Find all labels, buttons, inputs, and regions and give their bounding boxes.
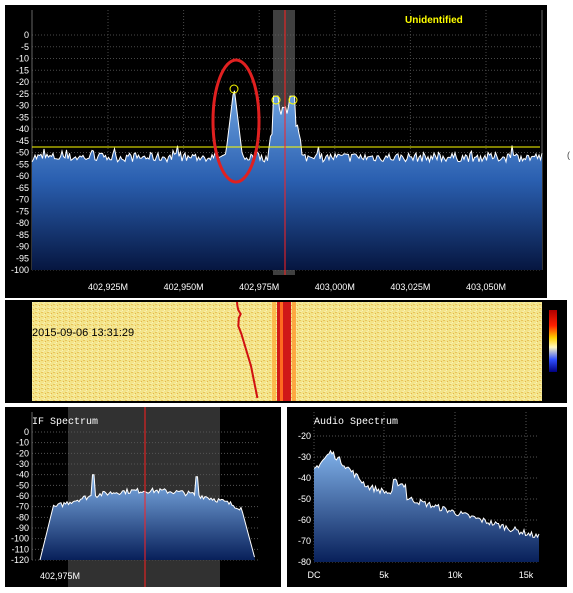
spectrum-fill <box>32 90 542 270</box>
side-glyph: ( <box>567 150 570 160</box>
y-tick-label: -25 <box>16 89 29 99</box>
if-spectrum-fill <box>40 474 255 560</box>
y-tick-label: -60 <box>16 171 29 181</box>
y-tick-label: 0 <box>24 30 29 40</box>
y-tick-label: -30 <box>16 101 29 111</box>
y-tick-label: -100 <box>11 265 29 275</box>
peak-marker-1 <box>229 84 239 94</box>
main-spectrum-plot[interactable]: Unidentified 0 -5 -10-15 -20 -25 -30-35 -40 -45… <box>5 5 547 298</box>
audio-y-tick-label: -40 <box>298 473 311 483</box>
audio-y-tick-label: -60 <box>298 515 311 525</box>
if-y-tick-label: -60 <box>16 491 29 501</box>
audio-spectrum-trace <box>313 449 540 539</box>
audio-y-tick-label: -50 <box>298 494 311 504</box>
waterfall-timestamp: 2015-09-06 13:31:29 <box>32 327 134 339</box>
color-scale-bar <box>549 310 557 372</box>
if-x-tick: 402,975M <box>40 571 80 581</box>
peak-marker-2 <box>271 95 281 105</box>
main-spectrum-panel[interactable]: Unidentified 0 -5 -10 -15 -20 -25 -30 -35 -40 -45… <box>5 5 547 298</box>
if-y-tick-label: -30 <box>16 459 29 469</box>
if-y-tick-label: -110 <box>12 544 29 554</box>
audio-x-tick-label: 5k <box>379 570 389 580</box>
y-tick-label: -50 <box>16 148 29 158</box>
if-y-tick-label: -100 <box>11 534 29 544</box>
audio-spectrum-fill <box>314 450 539 562</box>
if-spectrum-trace <box>39 474 255 561</box>
audio-y-tick-label: -20 <box>298 431 311 441</box>
if-y-tick-label: -120 <box>11 555 29 565</box>
y-tick-label: -15 <box>16 65 29 75</box>
if-y-tick-label: -90 <box>16 523 29 533</box>
y-tick-label: -35 <box>16 112 29 122</box>
audio-spectrum-panel[interactable]: Audio Spectrum -20 -30 -40 -50 -60 -70 -80 DC 5… <box>287 407 567 587</box>
if-y-tick-label: -40 <box>16 470 29 480</box>
peak-marker-3 <box>288 95 298 105</box>
audio-y-tick-label: -80 <box>298 557 311 567</box>
x-tick-label: 402,925M <box>88 282 128 292</box>
y-tick-label: -65 <box>16 183 29 193</box>
y-tick-label: -75 <box>16 206 29 216</box>
drifting-signal <box>236 301 259 399</box>
audio-spectrum-title: Audio Spectrum <box>314 416 398 428</box>
y-tick-label: -20 <box>16 77 29 87</box>
y-tick-label: -55 <box>16 159 29 169</box>
audio-x-tick-label: DC <box>308 570 321 580</box>
audio-x-tick-label: 15k <box>519 570 534 580</box>
x-tick-label: 403,050M <box>466 282 506 292</box>
y-tick-label: -10 <box>16 54 29 64</box>
y-tick-label: -95 <box>16 253 29 263</box>
y-tick-label: -85 <box>16 230 29 240</box>
if-y-tick-label: -80 <box>16 512 29 522</box>
y-tick-label: -90 <box>16 242 29 252</box>
x-tick-label: 403,025M <box>390 282 430 292</box>
x-tick-label: 403,000M <box>315 282 355 292</box>
if-y-tick-label: 0 <box>24 427 29 437</box>
audio-x-tick-label: 10k <box>448 570 463 580</box>
waterfall-panel[interactable]: 2015-09-06 13:31:29 <box>5 300 567 403</box>
waterfall-display[interactable]: 2015-09-06 13:31:29 <box>5 300 567 403</box>
y-tick-label: -70 <box>16 195 29 205</box>
audio-y-tick-label: -70 <box>298 536 311 546</box>
y-tick-label: -45 <box>16 136 29 146</box>
if-spectrum-panel[interactable]: IF Spectrum 0 -10 -20 -30 -40 -50 -60 -70 -80 -90… <box>5 407 281 587</box>
y-tick-label: -80 <box>16 218 29 228</box>
if-spectrum-title: IF Spectrum <box>32 417 98 428</box>
audio-y-tick-label: -30 <box>298 452 311 462</box>
y-tick-label: -5 <box>21 42 29 52</box>
if-y-tick-label: -70 <box>16 502 29 512</box>
signal-trace <box>277 302 291 401</box>
audio-spectrum-plot[interactable]: Audio Spectrum -20 -30 -40 -50 -60 -70 -80 DC 5… <box>287 407 567 587</box>
x-tick-label: 402,950M <box>164 282 204 292</box>
status-text: Unidentified <box>405 15 463 26</box>
if-spectrum-plot[interactable]: IF Spectrum 0-10-20-30-40-50-60-70-80-90… <box>5 407 281 587</box>
x-tick-label: 402,975M <box>239 282 279 292</box>
highlight-circle <box>211 58 261 184</box>
y-tick-label: -40 <box>16 124 29 134</box>
spectrum-trace <box>31 90 543 164</box>
if-y-tick-label: -50 <box>16 480 29 490</box>
if-y-tick-label: -10 <box>16 438 29 448</box>
if-y-tick-label: -20 <box>16 448 29 458</box>
